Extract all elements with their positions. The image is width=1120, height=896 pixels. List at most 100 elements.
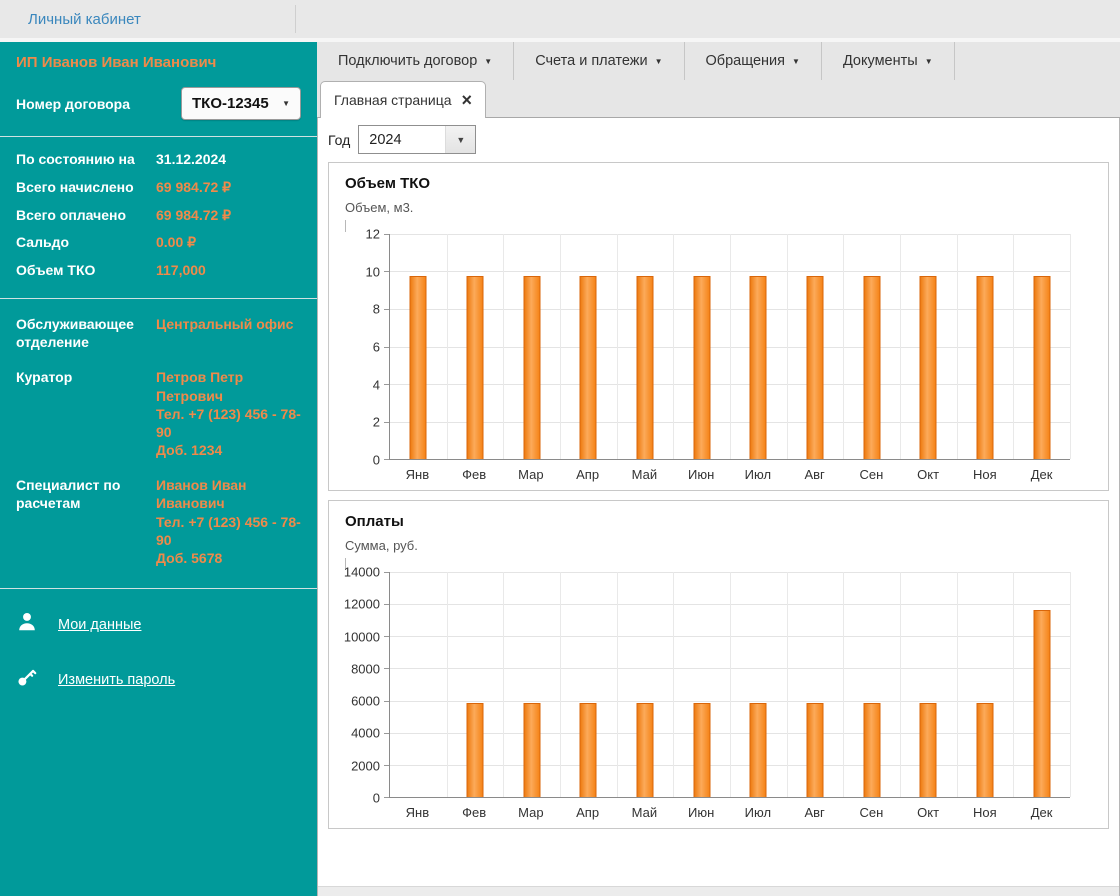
stat-row: Всего оплачено69 984.72 ₽	[16, 207, 301, 224]
menu-item-label: Документы	[843, 53, 918, 69]
contract-select-value: ТКО-12345	[192, 95, 269, 112]
x-axis-label: Ноя	[957, 805, 1014, 820]
y-tick-mark	[384, 384, 389, 385]
gridline	[673, 234, 674, 459]
contact-line: Петров Петр Петрович	[156, 368, 301, 404]
stat-value: 69 984.72 ₽	[156, 179, 231, 196]
menu-item-обращения[interactable]: Обращения▼	[685, 42, 822, 80]
bar-Авг	[807, 276, 824, 459]
gridline	[447, 572, 448, 797]
legend-artifact	[345, 220, 346, 232]
bar-Июн	[693, 703, 710, 797]
y-tick-label: 10000	[344, 629, 380, 644]
bar-Авг	[807, 703, 824, 797]
gridline	[1013, 572, 1014, 797]
x-axis-labels: ЯнвФевМарАпрМайИюнИюлАвгСенОктНояДек	[389, 798, 1070, 820]
bar-Окт	[920, 276, 937, 459]
y-axis-labels: 02000400060008000100001200014000	[345, 572, 389, 798]
x-axis-label: Май	[616, 467, 673, 482]
stat-row: Всего начислено69 984.72 ₽	[16, 179, 301, 196]
bar-Апр	[580, 276, 597, 459]
bar-Дек	[1033, 610, 1050, 797]
sidebar-link-label[interactable]: Мои данные	[58, 617, 141, 633]
gridline	[617, 572, 618, 797]
contact-label: Куратор	[16, 368, 156, 459]
sidebar-links: Мои данные Изменить пароль	[0, 589, 317, 743]
bar-Апр	[580, 703, 597, 797]
bar-Мар	[523, 703, 540, 797]
gridline	[900, 234, 901, 459]
sidebar-link[interactable]: Мои данные	[16, 611, 301, 638]
personal-account-link[interactable]: Личный кабинет	[28, 11, 141, 28]
app-window: Личный кабинет ИП Иванов Иван Иванович Н…	[0, 0, 1120, 896]
bar-Янв	[410, 276, 427, 459]
gridline	[447, 234, 448, 459]
contact-line: Тел. +7 (123) 456 - 78-90	[156, 405, 301, 441]
x-axis-label: Май	[616, 805, 673, 820]
close-icon[interactable]: ×	[462, 91, 473, 109]
x-axis-label: Июн	[673, 467, 730, 482]
year-select[interactable]: 2024 ▼	[358, 125, 476, 154]
gridline	[1070, 234, 1071, 459]
x-axis-label: Дек	[1013, 467, 1070, 482]
x-axis-labels: ЯнвФевМарАпрМайИюнИюлАвгСенОктНояДек	[389, 460, 1070, 482]
contact-row: Специалист по расчетамИванов Иван Иванов…	[16, 476, 301, 567]
x-axis-label: Окт	[900, 805, 957, 820]
tab-main-page[interactable]: Главная страница ×	[320, 81, 486, 118]
x-axis-label: Апр	[559, 805, 616, 820]
y-tick-mark	[384, 668, 389, 669]
menu-item-label: Подключить договор	[338, 53, 477, 69]
y-tick-mark	[384, 604, 389, 605]
gridline	[1013, 234, 1014, 459]
contact-value: Петров Петр ПетровичТел. +7 (123) 456 - …	[156, 368, 301, 459]
menu-item-подключить-договор[interactable]: Подключить договор▼	[317, 42, 514, 80]
x-axis-label: Авг	[786, 467, 843, 482]
y-tick-label: 2000	[351, 758, 380, 773]
x-axis-label: Окт	[900, 467, 957, 482]
x-axis-label: Дек	[1013, 805, 1070, 820]
stat-row: Объем ТКО117,000	[16, 262, 301, 279]
bar-Мар	[523, 276, 540, 459]
contact-value: Иванов Иван ИвановичТел. +7 (123) 456 - …	[156, 476, 301, 567]
y-tick-label: 4	[373, 377, 380, 392]
contract-select[interactable]: ТКО-12345 ▼	[181, 87, 301, 120]
y-tick-label: 8000	[351, 661, 380, 676]
contact-line: Тел. +7 (123) 456 - 78-90	[156, 513, 301, 549]
sidebar-link[interactable]: Изменить пароль	[16, 666, 301, 693]
bar-Июл	[750, 703, 767, 797]
contact-label: Обслуживающее отделение	[16, 315, 156, 351]
gridline	[843, 234, 844, 459]
user-icon	[16, 611, 38, 638]
y-tick-label: 0	[373, 791, 380, 806]
gridline	[1070, 572, 1071, 797]
menu-item-счета-и-платежи[interactable]: Счета и платежи▼	[514, 42, 684, 80]
x-axis-label: Сен	[843, 467, 900, 482]
x-axis-label: Апр	[559, 467, 616, 482]
sidebar-link-label[interactable]: Изменить пароль	[58, 672, 175, 688]
horizontal-scrollbar[interactable]	[318, 886, 1119, 896]
y-tick-mark	[384, 309, 389, 310]
gridline	[560, 572, 561, 797]
x-axis-label: Янв	[389, 805, 446, 820]
y-tick-label: 12000	[344, 597, 380, 612]
menu-item-документы[interactable]: Документы▼	[822, 42, 955, 80]
x-axis-label: Фев	[446, 805, 503, 820]
x-axis-label: Мар	[503, 467, 560, 482]
stat-label: Всего начислено	[16, 179, 156, 196]
y-tick-mark	[384, 733, 389, 734]
gridline	[787, 572, 788, 797]
contract-number-label: Номер договора	[16, 96, 130, 112]
bar-Май	[637, 703, 654, 797]
contact-line: Доб. 1234	[156, 441, 301, 459]
y-tick-label: 8	[373, 302, 380, 317]
account-contacts: Обслуживающее отделениеЦентральный офисК…	[0, 299, 317, 588]
x-axis-label: Июл	[730, 467, 787, 482]
bar-Фев	[467, 703, 484, 797]
gridline	[503, 572, 504, 797]
menu-item-label: Обращения	[706, 53, 786, 69]
menu-item-label: Счета и платежи	[535, 53, 647, 69]
y-tick-mark	[384, 459, 389, 460]
y-tick-label: 10	[366, 264, 380, 279]
y-tick-mark	[384, 797, 389, 798]
bar-Сен	[863, 703, 880, 797]
